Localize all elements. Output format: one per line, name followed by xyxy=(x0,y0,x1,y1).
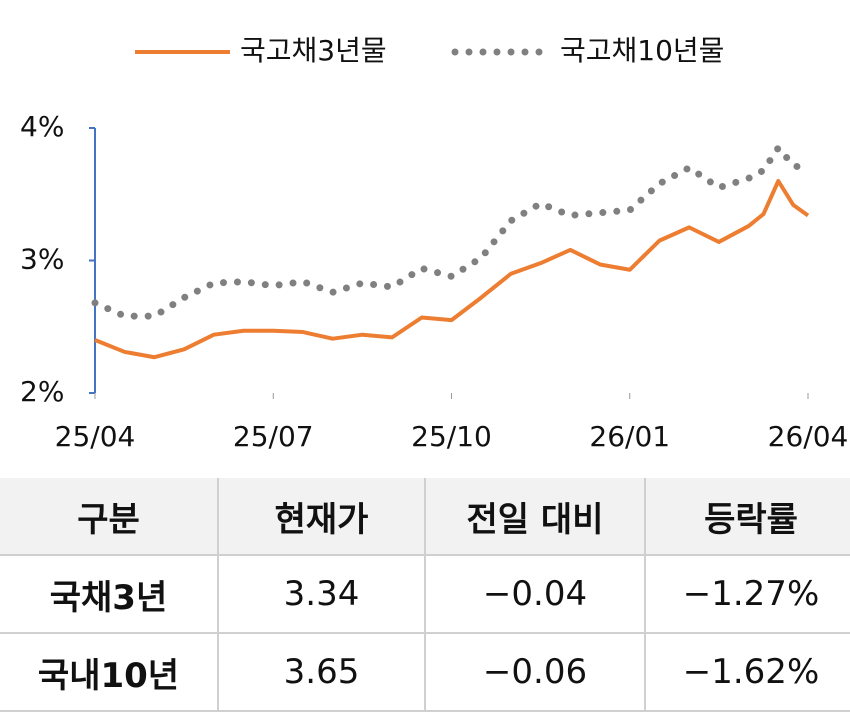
table-cell: −0.06 xyxy=(424,633,645,712)
x-tick-label: 25/04 xyxy=(55,420,136,453)
legend-label: 국고채3년물 xyxy=(240,34,387,67)
table-row: 국채3년 3.34 −0.04 −1.27% xyxy=(0,555,850,634)
table-cell: 전일 대비 xyxy=(424,478,645,556)
table-cell: 3.34 xyxy=(217,555,425,634)
table-cell: 현재가 xyxy=(217,478,425,556)
series-line xyxy=(94,179,810,360)
y-tick-label: 2% xyxy=(20,375,64,408)
x-tick-label: 25/10 xyxy=(411,420,492,453)
table-row: 구분 현재가 전일 대비 등락률 xyxy=(0,478,850,556)
chart: 2% 3% 4% 25/04 25/07 25/10 26/01 26/04 국고채3년물 국고채… xyxy=(20,34,849,453)
x-tick-label: 26/01 xyxy=(589,420,670,453)
legend-label: 국고채10년물 xyxy=(560,34,724,67)
table-cell: 구분 xyxy=(0,478,218,556)
table-cell: 3.65 xyxy=(217,633,425,712)
table-cell: 국채3년 xyxy=(0,555,218,634)
y-tick-label: 4% xyxy=(20,110,64,143)
table-row: 국내10년 3.65 −0.06 −1.62% xyxy=(0,633,850,712)
quote-table: 구분 현재가 전일 대비 등락률 국채3년 3.34 −0.04 −1.27% 국내10년 3.6… xyxy=(0,478,850,712)
table-cell: −1.62% xyxy=(644,633,850,712)
series-line xyxy=(91,142,812,320)
x-tick-label: 26/04 xyxy=(768,420,849,453)
table-cell: −0.04 xyxy=(424,555,645,634)
y-tick-label: 3% xyxy=(20,243,64,276)
table-cell: 국내10년 xyxy=(0,633,218,712)
table-cell: 등락률 xyxy=(644,478,850,556)
table-cell: −1.27% xyxy=(644,555,850,634)
x-tick-label: 25/07 xyxy=(233,420,314,453)
